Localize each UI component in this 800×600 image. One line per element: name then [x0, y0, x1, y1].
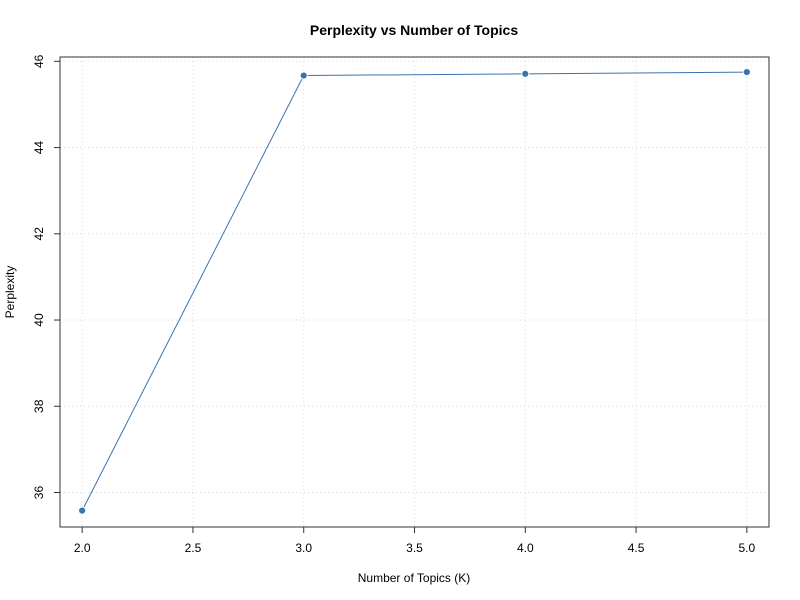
- grid: [60, 57, 769, 527]
- y-tick-label: 42: [32, 227, 46, 241]
- y-tick-label: 36: [32, 486, 46, 500]
- data-point: [78, 506, 87, 515]
- data-point: [521, 69, 530, 78]
- data-point: [299, 71, 308, 80]
- series-line: [81, 71, 747, 511]
- y-tick-label: 44: [32, 141, 46, 155]
- data-point: [742, 67, 751, 77]
- series-layer: [78, 67, 751, 515]
- y-tick-label: 46: [32, 54, 46, 68]
- x-tick-label: 2.0: [74, 541, 91, 555]
- y-axis-label: Perplexity: [3, 266, 17, 319]
- y-tick-label: 38: [32, 399, 46, 413]
- x-tick-label: 5.0: [739, 541, 756, 555]
- y-tick-label: 40: [32, 313, 46, 327]
- chart-title: Perplexity vs Number of Topics: [310, 22, 518, 38]
- plot-frame: [59, 56, 770, 528]
- x-tick-label: 3.5: [406, 541, 423, 555]
- x-axis-label: Number of Topics (K): [358, 571, 470, 585]
- x-tick-label: 2.5: [185, 541, 202, 555]
- axes: 2.0 2.5 3.0 3.5 4.0 4.5 5.0 36 38 40 42 44 46: [32, 54, 770, 555]
- x-tick-label: 4.0: [517, 541, 534, 555]
- x-tick-label: 4.5: [628, 541, 645, 555]
- x-tick-label: 3.0: [295, 541, 312, 555]
